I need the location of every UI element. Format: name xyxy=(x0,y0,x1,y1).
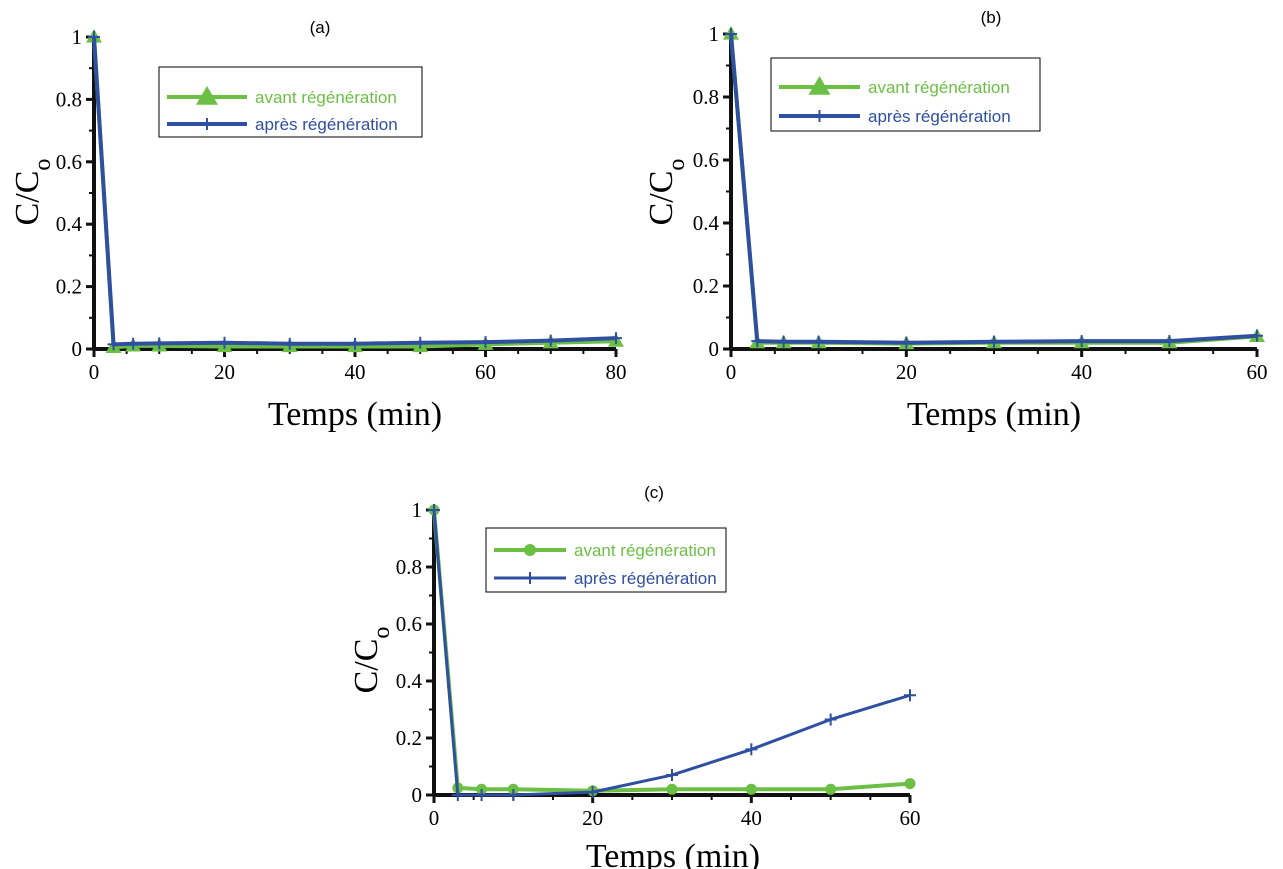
data-point xyxy=(808,76,831,95)
data-point xyxy=(586,786,599,799)
x-tick-label: 60 xyxy=(900,806,921,830)
data-point xyxy=(544,334,557,347)
x-tick-label: 20 xyxy=(214,360,235,384)
legend-label: avant régénération xyxy=(574,541,716,560)
x-axis-title: Temps (min) xyxy=(268,396,442,433)
y-axis-title: C/Co xyxy=(9,159,56,226)
data-point xyxy=(349,337,361,350)
data-point xyxy=(475,789,488,801)
data-point xyxy=(196,86,218,105)
data-point xyxy=(201,118,213,130)
y-axis-title: C/Co xyxy=(348,627,395,694)
y-axis-title: C/Co xyxy=(643,159,690,226)
x-tick-label: 0 xyxy=(726,360,737,384)
data-point xyxy=(218,336,231,349)
data-point xyxy=(414,336,427,349)
y-tick-label: 0.4 xyxy=(396,669,423,693)
data-point xyxy=(988,335,1000,348)
x-tick-label: 40 xyxy=(345,360,366,384)
x-tick-label: 40 xyxy=(741,806,762,830)
y-tick-label: 0.2 xyxy=(56,275,82,299)
x-tick-label: 40 xyxy=(1071,360,1092,384)
y-tick-label: 0.4 xyxy=(693,211,720,235)
y-tick-label: 0 xyxy=(709,337,720,361)
x-tick-label: 0 xyxy=(89,360,100,384)
y-tick-label: 0.6 xyxy=(56,150,82,174)
y-tick-label: 0.2 xyxy=(396,726,422,750)
data-point xyxy=(900,336,913,349)
legend: avant régénération après régénération xyxy=(485,527,727,593)
x-axis-title: Temps (min) xyxy=(907,396,1081,433)
series-apres xyxy=(88,31,622,351)
legend-label: après régénération xyxy=(574,569,717,588)
x-tick-label: 80 xyxy=(606,360,627,384)
x-tick-label: 0 xyxy=(429,806,440,830)
data-point xyxy=(1075,335,1088,348)
y-tick-label: 0 xyxy=(412,783,423,807)
y-tick-label: 0.8 xyxy=(396,555,422,579)
data-point xyxy=(904,778,916,790)
y-tick-label: 0.8 xyxy=(693,85,719,109)
data-point xyxy=(428,504,440,516)
data-point xyxy=(153,337,166,350)
legend-label: après régénération xyxy=(868,107,1011,126)
legend-box xyxy=(485,527,727,593)
x-tick-label: 60 xyxy=(475,360,496,384)
y-tick-label: 0.6 xyxy=(693,148,719,172)
data-point xyxy=(751,335,764,348)
y-tick-label: 0.8 xyxy=(56,87,82,111)
data-point xyxy=(725,28,737,40)
data-point xyxy=(507,789,520,801)
y-tick-label: 0 xyxy=(72,337,83,361)
legend-label: avant régénération xyxy=(868,78,1010,97)
legend-label: après régénération xyxy=(255,115,398,134)
legend: avant régénération après régénération xyxy=(158,66,423,138)
data-point xyxy=(745,783,757,795)
data-point xyxy=(904,689,916,702)
data-point xyxy=(524,572,536,584)
data-point xyxy=(127,337,140,350)
y-tick-label: 0.6 xyxy=(396,612,422,636)
y-tick-label: 0.4 xyxy=(56,212,83,236)
data-point xyxy=(812,335,825,348)
x-tick-label: 20 xyxy=(582,806,603,830)
panel-label: (b) xyxy=(981,8,1002,27)
data-point xyxy=(1251,329,1263,342)
data-point xyxy=(88,31,100,43)
data-point xyxy=(451,789,464,801)
data-point xyxy=(666,769,678,782)
data-point xyxy=(1163,335,1176,348)
x-tick-label: 60 xyxy=(1247,360,1268,384)
data-point xyxy=(524,544,536,556)
y-tick-label: 1 xyxy=(709,22,720,46)
data-point xyxy=(777,335,790,348)
series-apres xyxy=(428,504,916,801)
y-tick-label: 1 xyxy=(72,25,83,49)
x-tick-label: 20 xyxy=(896,360,917,384)
data-point xyxy=(283,337,296,350)
x-axis-title: Temps (min) xyxy=(586,838,760,869)
data-point xyxy=(813,110,826,122)
y-tick-label: 1 xyxy=(412,498,423,522)
legend-label: avant régénération xyxy=(255,88,397,107)
chart-panel-2: 0 0.2 0.4 0.6 0.8 1 0 20 40 60 Temps (min) C/Co (b) a… xyxy=(643,8,1268,433)
chart-panel-3: 0 0.2 0.4 0.6 0.8 1 0 20 40 60 Temps (min) C/Co (c) a… xyxy=(348,483,921,869)
chart-panel-1: 0 0.2 0.4 0.6 0.8 1 0 20 40 60 80 Temps (min) C/Co (a… xyxy=(9,18,627,433)
legend: avant régénération après régénération xyxy=(770,57,1041,132)
data-point xyxy=(824,713,837,726)
panel-label: (c) xyxy=(644,483,664,502)
panel-label: (a) xyxy=(310,18,331,37)
data-point xyxy=(666,783,678,795)
data-point xyxy=(610,332,622,345)
data-point xyxy=(825,783,837,795)
data-point xyxy=(479,336,492,349)
series-apres xyxy=(725,28,1263,349)
data-point xyxy=(745,743,758,756)
data-point xyxy=(107,338,120,351)
y-tick-label: 0.2 xyxy=(693,274,719,298)
